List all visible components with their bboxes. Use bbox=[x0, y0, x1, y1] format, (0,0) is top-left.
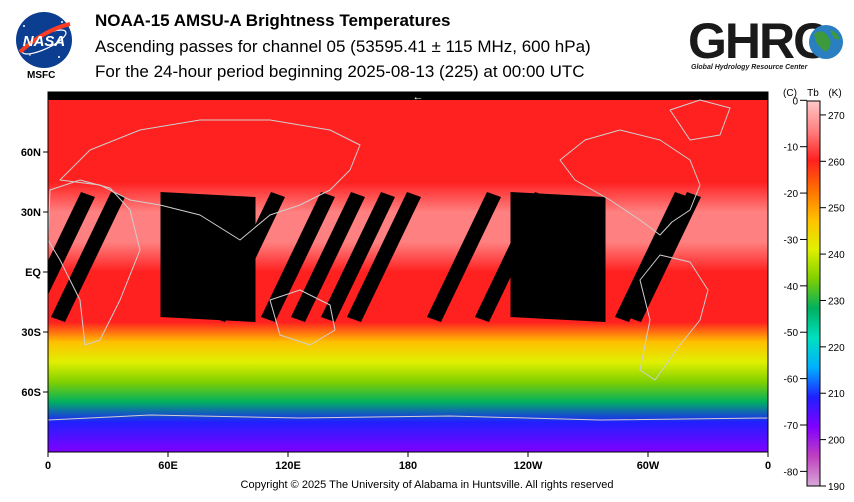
colorbar-celsius-label: -60 bbox=[784, 375, 799, 386]
y-tick-label: 60N bbox=[21, 147, 41, 159]
data-gap bbox=[427, 192, 501, 322]
coastline-north-america bbox=[559, 129, 701, 236]
colorbar: (C) Tb (K) 0 -10 -20 -30 -40 -50 -60 -70 -80 270 2… bbox=[783, 88, 845, 493]
colorbar-celsius-label: -70 bbox=[784, 421, 799, 432]
chart-period: For the 24-hour period beginning 2025-08… bbox=[95, 62, 585, 81]
colorbar-celsius-label: -80 bbox=[784, 467, 799, 478]
data-gap bbox=[261, 192, 335, 322]
colorbar-kelvin-label: 190 bbox=[828, 482, 845, 493]
colorbar-kelvin-label: 230 bbox=[828, 296, 845, 307]
colorbar-kelvin-label: 210 bbox=[828, 389, 845, 400]
coastline-antarctica bbox=[48, 414, 768, 421]
coastline-africa bbox=[48, 179, 141, 346]
chart-title: NOAA-15 AMSU-A Brightness Temperatures bbox=[95, 11, 451, 30]
ghrc-logo: GHRC bbox=[688, 13, 843, 69]
data-gap bbox=[510, 192, 606, 322]
x-tick-label: 0 bbox=[45, 460, 51, 472]
colorbar-kelvin-label: 250 bbox=[828, 204, 845, 215]
colorbar-ticks: 0 -10 -20 -30 -40 -50 -60 -70 -80 270 260 250 240 230… bbox=[784, 96, 846, 493]
x-tick-label: 120E bbox=[275, 460, 301, 472]
coastlines bbox=[48, 99, 768, 421]
data-gap bbox=[291, 192, 365, 322]
nasa-center-label: MSFC bbox=[27, 70, 56, 81]
colorbar-kelvin-label: 240 bbox=[828, 250, 845, 261]
colorbar-kelvin-label: 260 bbox=[828, 157, 845, 168]
coastline-australia bbox=[269, 289, 336, 346]
coastline-eurasia bbox=[59, 119, 361, 241]
x-axis: 0 60E 120E 180 120W 60W 0 bbox=[45, 452, 771, 472]
colorbar-celsius-label: -40 bbox=[784, 282, 799, 293]
colorbar-kelvin-unit: (K) bbox=[828, 88, 841, 99]
pole-arrow: ← bbox=[413, 91, 424, 103]
colorbar-kelvin-label: 220 bbox=[828, 343, 845, 354]
data-gap bbox=[211, 192, 285, 322]
data-gap bbox=[51, 192, 125, 322]
nasa-logo: NASA bbox=[16, 12, 72, 68]
colorbar-gradient-bar bbox=[806, 100, 821, 487]
coastline-south-america bbox=[639, 254, 709, 381]
colorbar-celsius-label: -20 bbox=[784, 189, 799, 200]
map-panel: ← bbox=[47, 91, 769, 453]
y-axis: 60N 30N EQ 30S 60S bbox=[21, 147, 48, 399]
colorbar-celsius-label: (C) bbox=[783, 88, 797, 99]
data-gap bbox=[48, 192, 95, 295]
coastline-greenland bbox=[669, 99, 731, 141]
y-tick-label: 30N bbox=[21, 207, 41, 219]
colorbar-kelvin-label: 270 bbox=[828, 111, 845, 122]
colorbar-kelvin-label: 200 bbox=[828, 436, 845, 447]
colorbar-celsius-label: 0 bbox=[792, 96, 798, 107]
y-tick-label: 60S bbox=[21, 387, 41, 399]
nasa-logo-text: NASA bbox=[23, 33, 66, 50]
colorbar-celsius-label: -50 bbox=[784, 328, 799, 339]
x-tick-label: 60W bbox=[637, 460, 660, 472]
y-tick-label: 30S bbox=[21, 327, 41, 339]
ghrc-logo-text: GHRC bbox=[688, 13, 828, 69]
x-tick-label: 0 bbox=[765, 460, 771, 472]
x-tick-label: 60E bbox=[158, 460, 178, 472]
data-gap bbox=[615, 192, 689, 322]
ghrc-full-name: Global Hydrology Resource Center bbox=[691, 64, 808, 71]
colorbar-celsius-label: -30 bbox=[784, 235, 799, 246]
x-tick-label: 120W bbox=[514, 460, 543, 472]
top-data-gap-band bbox=[48, 92, 768, 100]
colorbar-celsius-label: -10 bbox=[784, 143, 799, 154]
data-gap bbox=[321, 192, 395, 322]
data-gaps bbox=[48, 192, 701, 322]
colorbar-kelvin-label: Tb bbox=[807, 88, 819, 99]
data-gap bbox=[347, 192, 421, 322]
x-tick-label: 180 bbox=[399, 460, 417, 472]
chart-subtitle: Ascending passes for channel 05 (53595.4… bbox=[95, 37, 591, 56]
y-tick-label: EQ bbox=[25, 267, 41, 279]
copyright-notice: Copyright © 2025 The University of Alaba… bbox=[240, 479, 614, 491]
data-gap bbox=[627, 192, 701, 322]
